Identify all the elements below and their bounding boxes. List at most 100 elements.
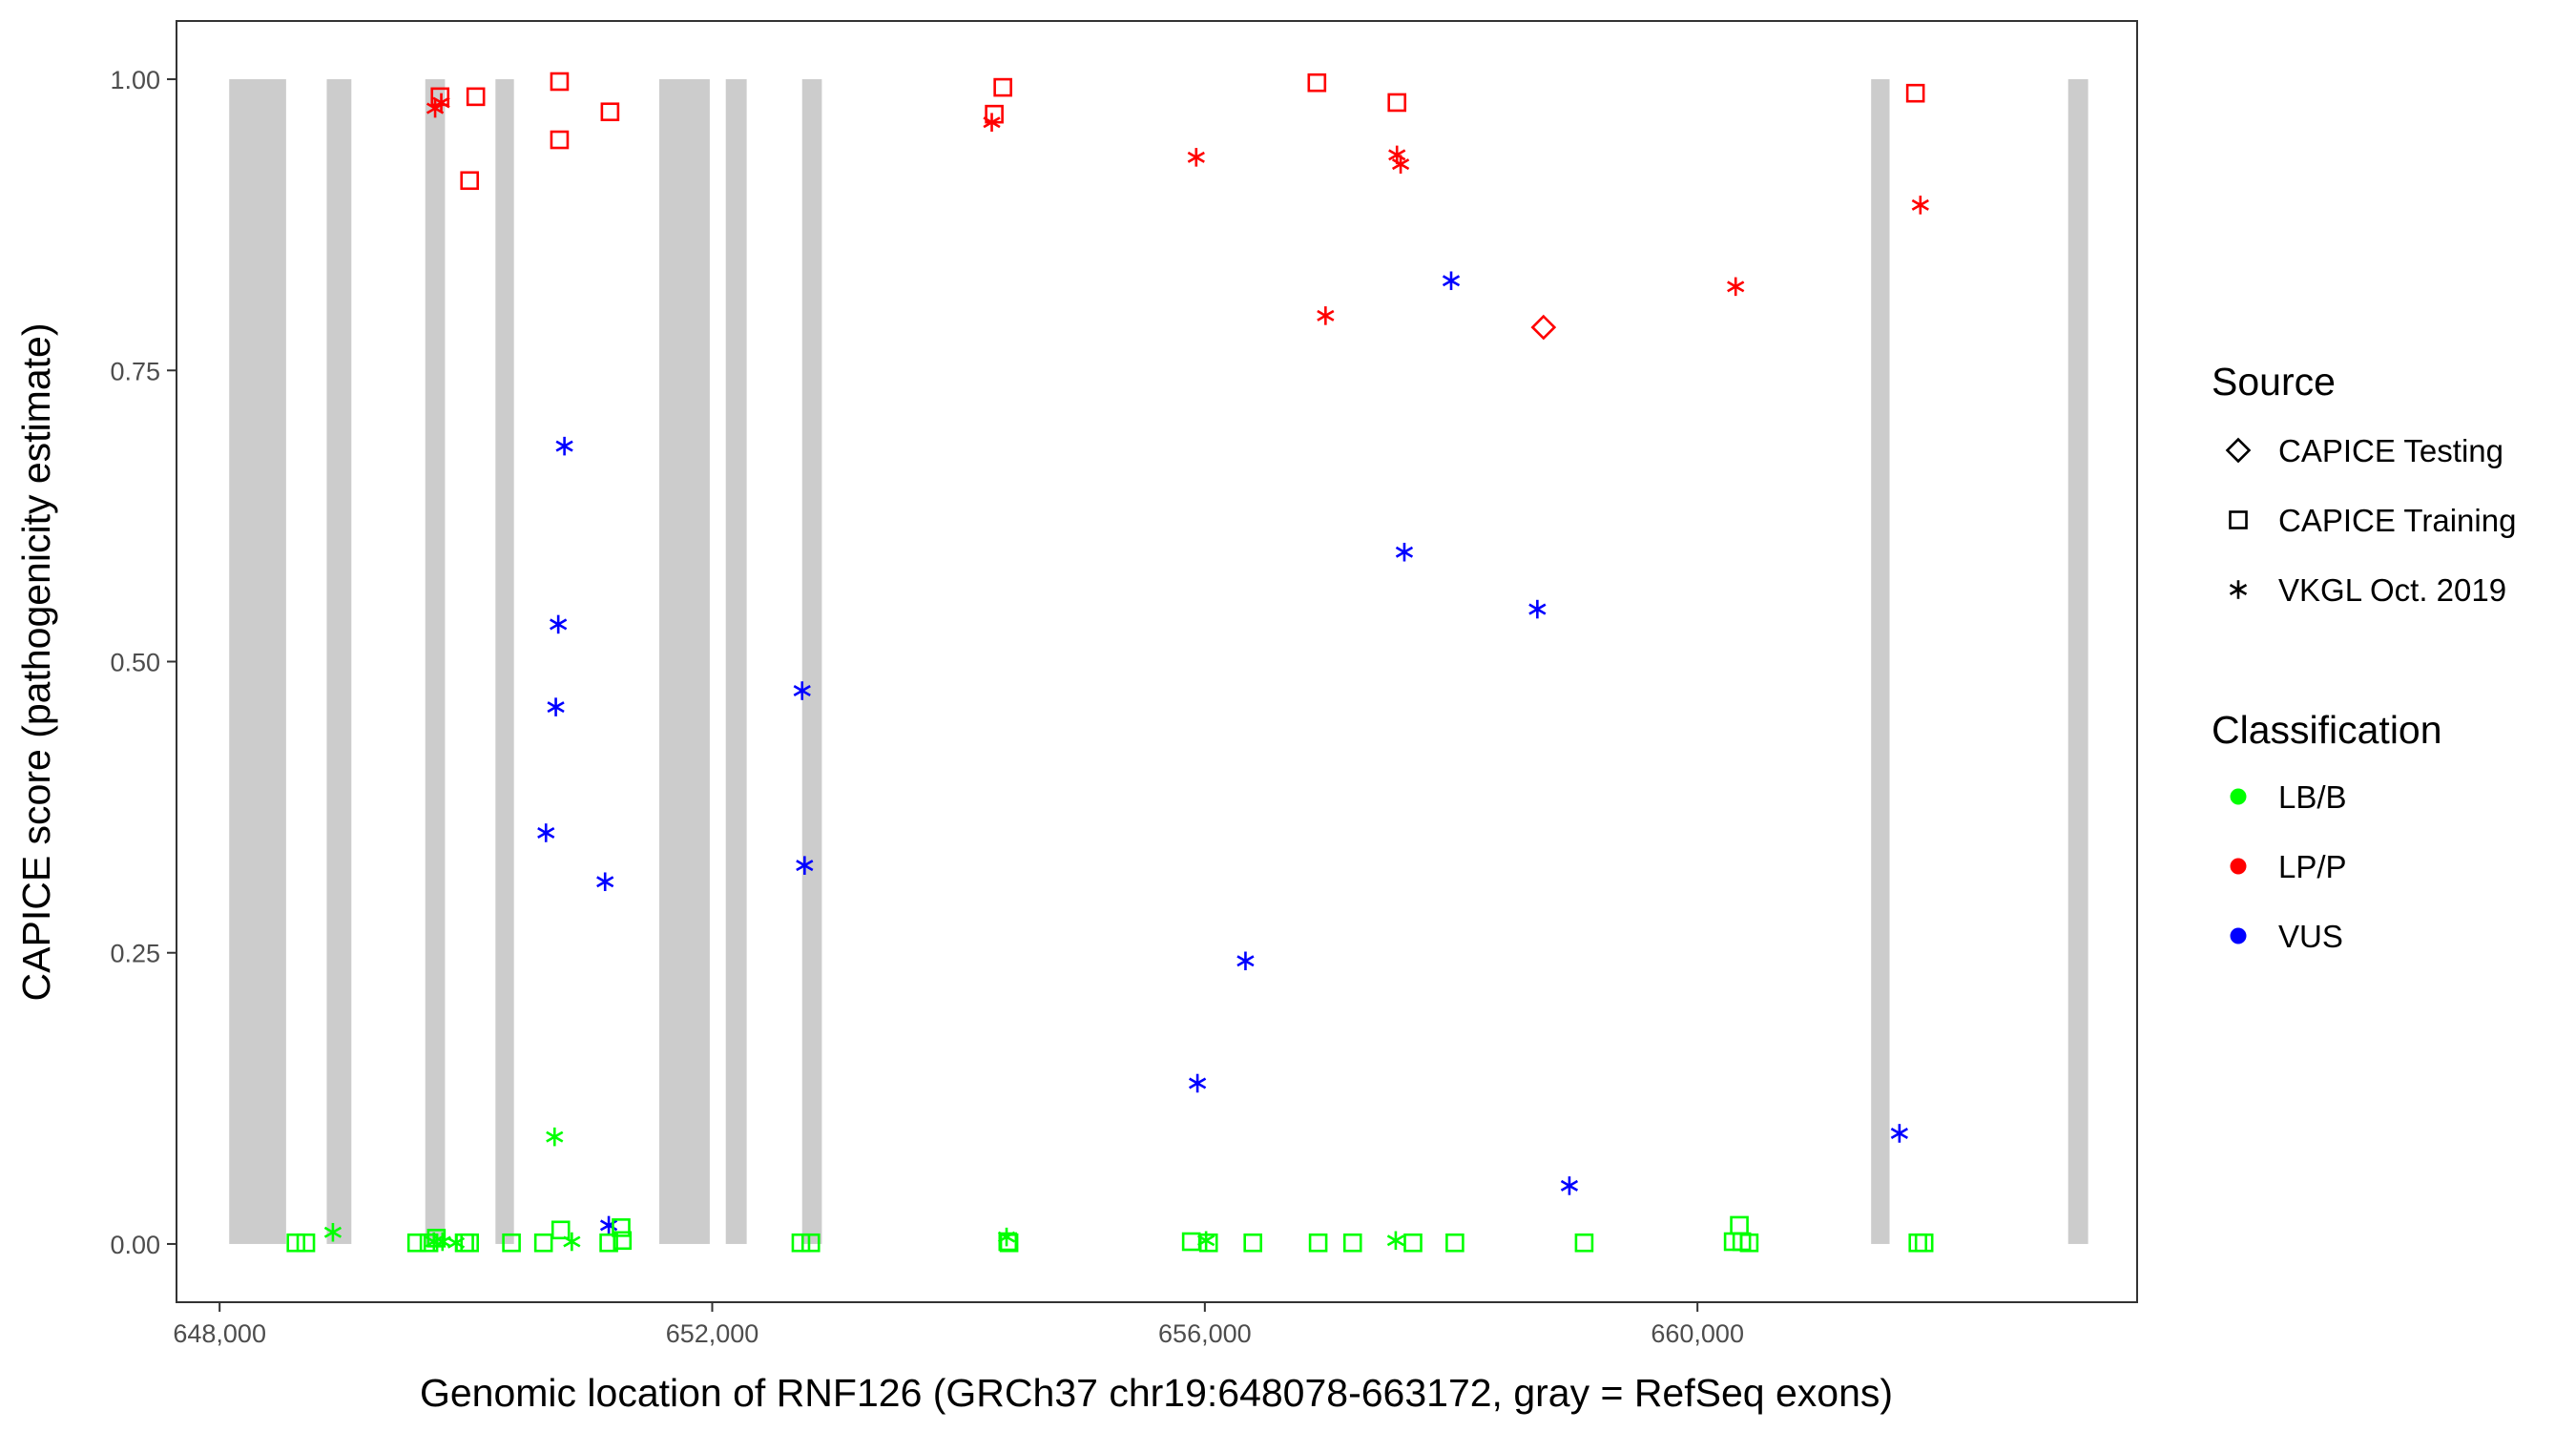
- y-tick-label: 0.50: [110, 649, 160, 677]
- data-point: [1198, 1233, 1218, 1253]
- exon-band: [425, 79, 446, 1244]
- data-point: [983, 113, 1001, 132]
- y-tick-label: 0.25: [110, 940, 160, 968]
- data-point: [550, 130, 570, 150]
- data-point: [1187, 148, 1205, 167]
- exon-band: [326, 79, 352, 1244]
- data-point: [1739, 1233, 1759, 1253]
- data-point: [1243, 1233, 1262, 1253]
- exon-band: [725, 79, 747, 1244]
- legend-key-diamond: [2225, 437, 2252, 464]
- data-point: [1911, 196, 1929, 215]
- data-point: [793, 681, 811, 700]
- data-point: [460, 171, 480, 191]
- data-point: [1905, 83, 1925, 103]
- data-point: [296, 1233, 316, 1253]
- legend-title-source: Source: [2212, 360, 2336, 404]
- data-point: [1342, 1233, 1362, 1253]
- exon-band: [801, 79, 822, 1244]
- data-point: [1445, 1233, 1465, 1253]
- data-point: [502, 1233, 521, 1253]
- legend-key-square: [2229, 510, 2248, 529]
- data-point: [547, 697, 565, 716]
- data-point: [460, 1233, 480, 1253]
- x-tick-label: 648,000: [173, 1319, 266, 1348]
- legend-label: VKGL Oct. 2019: [2278, 572, 2506, 608]
- data-point: [533, 1233, 553, 1253]
- legend-key-asterisk: [2229, 580, 2248, 599]
- data-point: [791, 1233, 811, 1253]
- data-point: [551, 1220, 571, 1240]
- legend: Source CAPICE Testing CAPICE Training VKGL…: [2212, 360, 2516, 954]
- data-point: [550, 614, 568, 634]
- data-point: [1530, 314, 1557, 341]
- exon-band: [2067, 79, 2088, 1244]
- legend-key-dot: [2230, 788, 2247, 805]
- data-point: [1730, 1215, 1749, 1235]
- exon-band: [495, 79, 514, 1244]
- data-point: [1560, 1176, 1579, 1195]
- data-point: [599, 1233, 618, 1253]
- data-point: [612, 1218, 631, 1237]
- data-point: [1395, 542, 1414, 562]
- data-point: [613, 1231, 633, 1251]
- legend-title-classification: Classification: [2212, 708, 2442, 752]
- y-tick-label: 0.75: [110, 357, 160, 385]
- data-point: [426, 1229, 447, 1248]
- data-point: [1308, 1233, 1328, 1253]
- data-point: [1890, 1124, 1908, 1143]
- data-point: [1307, 73, 1327, 93]
- data-point: [993, 77, 1012, 97]
- data-point: [1528, 599, 1547, 619]
- x-axis: 648,000 652,000 656,000 660,000: [173, 1302, 1744, 1348]
- data-point: [1908, 1233, 1928, 1253]
- exon-band: [229, 79, 286, 1244]
- legend-key-dot: [2230, 858, 2247, 875]
- data-point: [550, 72, 570, 92]
- data-point: [1391, 155, 1410, 174]
- y-tick-label: 0.00: [110, 1231, 160, 1259]
- x-tick-label: 652,000: [666, 1319, 759, 1348]
- y-axis: 0.00 0.25 0.50 0.75 1.00: [110, 66, 177, 1259]
- data-point: [546, 1127, 564, 1147]
- data-point: [1914, 1233, 1934, 1253]
- legend-label: LB/B: [2278, 779, 2347, 815]
- legend-classification-items: LB/B LP/P VUS: [2230, 779, 2347, 954]
- data-point: [999, 1233, 1019, 1253]
- data-point: [563, 1232, 581, 1252]
- data-point: [323, 1222, 343, 1242]
- data-points: [286, 72, 1934, 1253]
- data-point: [1181, 1232, 1201, 1252]
- data-point: [796, 856, 814, 875]
- data-point: [286, 1233, 306, 1253]
- legend-key-dot: [2230, 927, 2247, 944]
- data-point: [1574, 1233, 1594, 1253]
- legend-label: VUS: [2278, 919, 2343, 954]
- y-tick-label: 1.00: [110, 66, 160, 94]
- legend-source-items: CAPICE Testing CAPICE Training VKGL Oct. 2…: [2225, 433, 2516, 608]
- data-point: [1317, 306, 1335, 325]
- data-point: [1188, 1073, 1207, 1093]
- data-point: [1442, 271, 1461, 291]
- data-point: [800, 1233, 821, 1253]
- data-point: [432, 93, 450, 113]
- plot-panel-border: [176, 20, 2138, 1303]
- data-point: [1236, 951, 1255, 971]
- data-point: [406, 1233, 426, 1253]
- x-tick-label: 656,000: [1158, 1319, 1252, 1348]
- data-point: [555, 436, 573, 456]
- data-point: [455, 1233, 474, 1253]
- exon-bands: [229, 79, 2088, 1244]
- data-point: [596, 872, 614, 892]
- x-tick-label: 660,000: [1651, 1319, 1744, 1348]
- data-point: [1403, 1233, 1423, 1253]
- data-point: [1386, 1231, 1405, 1251]
- exon-band: [659, 79, 710, 1244]
- x-axis-title: Genomic location of RNF126 (GRCh37 chr19…: [420, 1371, 1893, 1415]
- data-point: [1387, 93, 1407, 113]
- data-point: [1727, 277, 1745, 297]
- y-axis-title: CAPICE score (pathogenicity estimate): [14, 323, 58, 1002]
- data-point: [466, 87, 486, 107]
